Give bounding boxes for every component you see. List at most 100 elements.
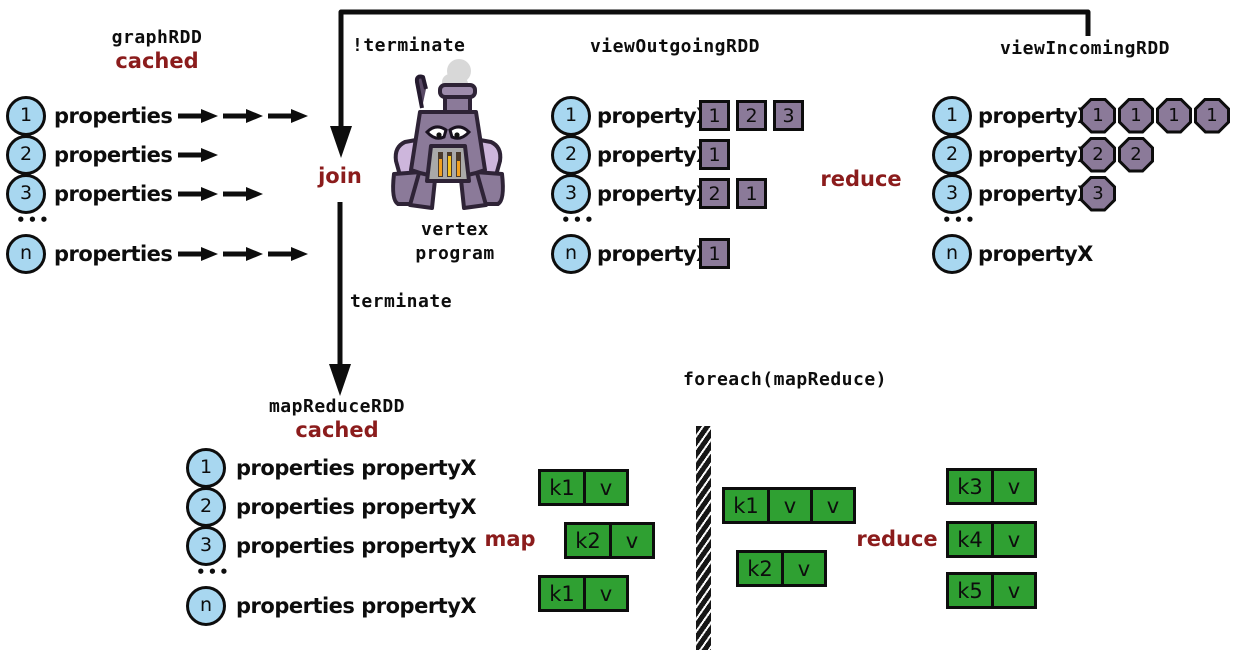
kv-cell: v — [583, 469, 629, 506]
vertex-id-label: 3 — [564, 182, 578, 204]
message-cell-square: 2 — [736, 100, 767, 131]
edge-arrow-icon — [178, 186, 219, 201]
view-incoming-title: viewIncomingRDD — [999, 38, 1171, 59]
row-property-label: propertyX — [597, 241, 712, 266]
row-property-label: propertyX — [978, 142, 1093, 167]
kv-cell: v — [609, 522, 655, 559]
terminate-arrowhead-icon — [329, 364, 351, 396]
message-cell-square: 1 — [736, 178, 767, 209]
message-cell-octagon: 1 — [1080, 97, 1116, 134]
row-property-label: propertyX — [597, 181, 712, 206]
edge-arrow — [268, 108, 310, 124]
edge-arrow-icon — [268, 246, 309, 261]
vertex-program-label: vertex program — [385, 218, 525, 266]
vertex-id-circle: n — [186, 585, 226, 626]
ellipsis-dots: ••• — [942, 211, 977, 229]
vertex-id-label: 3 — [19, 182, 33, 204]
vertex-id-circle: 3 — [932, 173, 972, 214]
row-property-label: properties — [54, 241, 173, 266]
terminate-label: terminate — [350, 291, 453, 312]
rdd-row: 2 properties — [6, 134, 313, 175]
kv-cell: v — [781, 550, 827, 587]
kv-cell: k1 — [538, 469, 586, 506]
kv-cell: v — [810, 487, 856, 524]
row-property-label: propertyX — [597, 103, 712, 128]
edge-arrow — [178, 147, 220, 163]
kv-box-reduce-1: k3 v — [946, 468, 1037, 505]
edge-arrow-icon — [178, 108, 219, 123]
vertex-id-circle: 1 — [932, 95, 972, 136]
vertex-id-label: 1 — [945, 104, 959, 126]
vertex-program-label-line1: vertex — [420, 219, 490, 240]
row-property-label: properties propertyX — [236, 455, 477, 480]
vertex-id-circle: n — [932, 233, 972, 274]
edge-arrow — [178, 186, 220, 202]
view-incoming-rows: 1 propertyX 1 1 1 1 2 propertyX 2 2 3 propertyX 3 •••… — [932, 95, 1232, 274]
edge-arrow-icon — [223, 108, 264, 123]
kv-cell: v — [991, 468, 1037, 505]
message-cell-square: 3 — [773, 100, 804, 131]
kv-cell: k1 — [722, 487, 770, 524]
vertex-id-label: 2 — [199, 495, 213, 517]
vertex-id-circle: 3 — [6, 173, 46, 214]
row-property-label: propertyX — [978, 241, 1093, 266]
message-cell-octagon: 1 — [1118, 97, 1154, 134]
vertex-id-label: 3 — [199, 534, 213, 556]
vertex-id-circle: 2 — [6, 134, 46, 175]
message-cell-octagon: 2 — [1080, 136, 1116, 173]
vertex-id-circle: 2 — [551, 134, 591, 175]
vertex-id-circle: n — [551, 233, 591, 274]
kv-cell: v — [583, 575, 629, 612]
message-cell-octagon: 3 — [1080, 175, 1116, 212]
ellipsis-dots: ••• — [561, 211, 596, 229]
not-terminate-label: !terminate — [352, 35, 466, 56]
reduce-top-label: reduce — [820, 167, 902, 191]
vertex-id-label: 1 — [199, 456, 213, 478]
kv-box-map-3: k1 v — [538, 575, 629, 612]
vertex-id-label: n — [19, 242, 33, 264]
row-property-label: properties propertyX — [236, 593, 477, 618]
map-reduce-rdd-rows: 1 properties propertyX 2 properties propert… — [186, 447, 482, 626]
kv-box-shuffle-2: k2 v — [736, 550, 827, 587]
kv-box-map-1: k1 v — [538, 469, 629, 506]
edge-arrow-icon — [223, 246, 264, 261]
row-property-label: propertyX — [978, 181, 1093, 206]
row-property-label: propertyX — [597, 142, 712, 167]
vertex-id-circle: 2 — [186, 486, 226, 527]
rdd-row: 3 properties — [6, 173, 313, 214]
shuffle-barrier-bar — [696, 426, 711, 650]
edge-arrow — [178, 108, 220, 124]
edge-arrow — [223, 108, 265, 124]
message-cell-octagon: 1 — [1156, 97, 1192, 134]
message-cell-square: 1 — [699, 139, 730, 170]
ellipsis-dots: ••• — [196, 563, 231, 581]
rdd-row: 1 propertyX 1 2 3 — [551, 95, 810, 136]
kv-cell: v — [767, 487, 813, 524]
rdd-row: 3 propertyX 2 1 — [551, 173, 810, 214]
vertex-id-circle: 2 — [932, 134, 972, 175]
edge-arrow — [178, 246, 220, 262]
kv-box-map-2: k2 v — [564, 522, 655, 559]
map-label: map — [484, 527, 536, 551]
rdd-row: 1 properties — [6, 95, 313, 136]
row-property-label: properties — [54, 103, 173, 128]
kv-cell: k4 — [946, 521, 994, 558]
vertex-id-circle: 3 — [551, 173, 591, 214]
kv-box-shuffle-1: k1 v v — [722, 487, 856, 524]
graph-rdd-cached-label: cached — [115, 49, 199, 73]
kv-cell: k3 — [946, 468, 994, 505]
rdd-row: n properties — [6, 233, 313, 274]
message-cell-square: 1 — [699, 238, 730, 269]
edge-arrow — [268, 246, 310, 262]
kv-box-reduce-2: k4 v — [946, 521, 1037, 558]
vertex-program-label-line2: program — [415, 243, 495, 264]
loop-back-line — [338, 9, 1091, 128]
reduce-bottom-label: reduce — [856, 527, 938, 551]
vertex-id-label: n — [199, 594, 213, 616]
rdd-row: 1 properties propertyX — [186, 447, 482, 488]
row-property-label: properties — [54, 142, 173, 167]
message-cell-square: 1 — [699, 100, 730, 131]
join-arrowhead-icon — [330, 126, 352, 158]
kv-box-reduce-3: k5 v — [946, 572, 1037, 609]
